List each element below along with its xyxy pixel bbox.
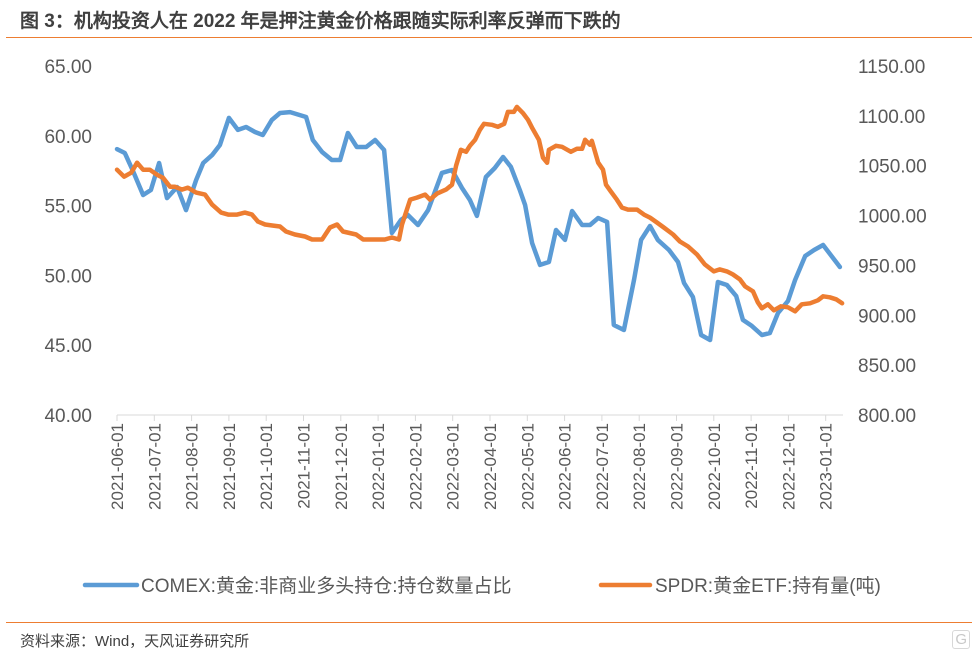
y-left-tick-label: 60.00 [44,127,92,148]
legend-label: SPDR:黄金ETF:持有量(吨) [655,575,881,597]
y-right-tick-label: 950.00 [858,256,916,277]
x-tick-label: 2022-01-01 [369,423,388,510]
y-right-tick-label: 1150.00 [858,57,925,78]
x-tick-label: 2021-12-01 [332,423,351,510]
x-tick-label: 2022-12-01 [779,423,798,510]
x-tick-label: 2022-05-01 [518,423,537,510]
footer-divider [6,622,972,623]
x-tick-label: 2022-02-01 [406,423,425,510]
x-tick-label: 2022-04-01 [481,423,500,510]
title-divider [6,37,972,38]
y-right-tick-label: 1050.00 [858,157,927,178]
series-line-comex [114,109,843,343]
x-tick-label: 2022-03-01 [444,423,463,510]
dual-axis-line-chart: 2021-06-01 2021-07-01 2021-08-01 2021-09-01… [44,57,927,597]
chart-title: 图 3：机构投资人在 2022 年是押注黄金价格跟随实际利率反弹而下跌的 [20,11,621,32]
x-tick-label: 2021-08-01 [183,423,202,510]
y-right-tick-label: 1000.00 [858,207,927,228]
y-right-tick-label: 1100.00 [858,107,925,128]
y-right-tick-label: 800.00 [858,406,916,427]
y-right-tick-label: 850.00 [858,356,916,377]
x-tick-label: 2021-11-01 [295,423,314,509]
x-tick-label: 2022-09-01 [668,423,687,510]
y-left-tick-label: 65.00 [44,57,92,78]
x-tick-label: 2023-01-01 [817,423,836,510]
x-tick-label: 2022-11-01 [742,423,761,509]
x-tick-label: 2021-06-01 [108,423,127,510]
x-tick-label: 2021-07-01 [145,423,164,510]
x-tick-label: 2022-06-01 [556,423,575,510]
y-left-tick-label: 55.00 [44,197,92,218]
series-line-spdr [114,104,845,314]
source-note: 资料来源：Wind，天风证券研究所 [20,633,250,650]
y-left-tick-label: 50.00 [44,266,92,287]
x-tick-label: 2021-10-01 [257,423,276,510]
x-tick-label: 2021-09-01 [220,423,239,510]
y-left-tick-label: 40.00 [44,406,92,427]
legend-label: COMEX:黄金:非商业多头持仓:持仓数量占比 [141,575,512,597]
x-tick-label: 2022-07-01 [593,423,612,510]
x-tick-label: 2022-10-01 [705,423,724,510]
y-right-tick-label: 900.00 [858,306,916,327]
x-tick-label: 2022-08-01 [630,423,649,510]
watermark-logo: G [952,630,970,649]
y-left-tick-label: 45.00 [44,336,92,357]
